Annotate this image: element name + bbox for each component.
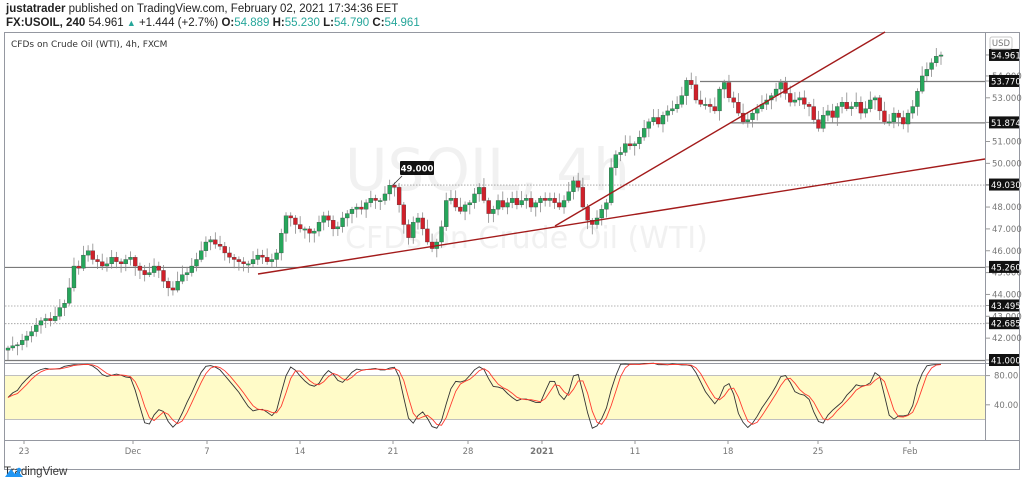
time-tick: Feb [902, 447, 917, 457]
price-label-highlight [989, 178, 1019, 191]
price-label-value: 54.961 [991, 51, 1021, 61]
price-tick: 47.000 [992, 225, 1022, 235]
time-tick: 7 [204, 447, 209, 457]
currency-badge[interactable]: USD [989, 36, 1013, 50]
trendline[interactable] [554, 31, 886, 227]
price-tick: 48.000 [992, 203, 1022, 213]
price-tick: 53.000 [992, 94, 1022, 104]
price-label-highlight [989, 299, 1019, 312]
watermark-description: CFDs on Crude Oil (WTI) [345, 221, 708, 256]
stoch-k-line [7, 362, 942, 429]
time-tick: 2021 [530, 447, 554, 457]
price-label-value: 41.000 [991, 357, 1021, 367]
low-label: L: [323, 17, 335, 29]
tradingview-brand[interactable]: TradingView [4, 466, 67, 478]
stoch-tick: 40.00 [994, 401, 1018, 411]
symbol-quote: FX:USOIL, 240 54.961 ▲ +1.444 (+2.7%) O:… [6, 17, 420, 29]
price-label-highlight [989, 354, 1019, 366]
price-chart[interactable]: USOIL, 4h CFDs on Crude Oil (WTI) CFDs o… [0, 0, 1024, 470]
price-label-value: 42.685 [991, 320, 1021, 330]
open-label: O: [221, 17, 235, 29]
author-name[interactable]: justatrader [6, 3, 66, 15]
trendlines[interactable] [257, 31, 986, 275]
stochastic-pane: 80.00 40.00 [5, 362, 1018, 429]
price-label-value: 49.030 [991, 181, 1021, 191]
price-tick: 44.000 [992, 290, 1022, 300]
open-value: 54.889 [234, 17, 270, 29]
price-label-value: 45.260 [991, 263, 1021, 273]
price-label-highlight [989, 317, 1019, 330]
stoch-d-line [7, 362, 942, 426]
price-label-highlight [989, 74, 1019, 87]
price-tick: 45.000 [992, 269, 1022, 279]
price-annotation[interactable]: 49.000 [392, 161, 434, 186]
time-tick: 28 [463, 447, 474, 457]
change-value: +1.444 (+2.7%) [138, 17, 219, 29]
price-label-highlight [989, 116, 1019, 129]
time-tick: Dec [125, 447, 142, 457]
time-tick: 18 [723, 447, 734, 457]
time-tick: 25 [813, 447, 824, 457]
price-tick: 50.000 [992, 159, 1022, 169]
time-tick: 11 [630, 447, 641, 457]
time-axis[interactable]: 23 Dec 7 14 21 28 2021 11 18 25 Feb [19, 441, 918, 457]
stoch-band [5, 375, 985, 420]
price-axis[interactable]: 42.00043.00044.00045.00046.00047.00048.0… [986, 48, 1022, 367]
horizontal-levels [5, 80, 985, 362]
price-tick: 42.000 [992, 334, 1022, 344]
price-label-value: 53.770 [991, 77, 1021, 87]
price-label-value: 51.874 [991, 119, 1021, 129]
price-tick: 46.000 [992, 247, 1022, 257]
high-value: 55.230 [284, 17, 320, 29]
chart-frame [4, 32, 1020, 470]
price-tick: 51.000 [992, 138, 1022, 148]
stoch-tick: 80.00 [994, 372, 1018, 382]
high-label: H: [272, 17, 285, 29]
price-label-value: 43.495 [991, 302, 1021, 312]
change-arrow-icon: ▲ [126, 18, 136, 28]
trendline[interactable] [257, 158, 986, 275]
publish-text: published on TradingView.com, February 0… [65, 3, 399, 15]
annotation-label: 49.000 [401, 165, 434, 175]
symbol-label: FX:USOIL, 240 [6, 17, 86, 29]
currency-label: USD [992, 39, 1011, 49]
low-value: 54.790 [334, 17, 370, 29]
publish-info: justatrader published on TradingView.com… [6, 3, 398, 15]
price-label-highlight [989, 48, 1019, 61]
time-tick: 21 [388, 447, 399, 457]
candles [5, 48, 944, 360]
price-label-highlight [989, 260, 1019, 273]
chart-legend: CFDs on Crude Oil (WTI), 4h, FXCM [11, 40, 167, 50]
time-tick: 14 [295, 447, 306, 457]
close-value: 54.961 [384, 17, 420, 29]
close-label: C: [372, 17, 385, 29]
tradingview-logo-icon [5, 467, 23, 477]
time-tick: 23 [19, 447, 30, 457]
last-price: 54.961 [88, 17, 124, 29]
